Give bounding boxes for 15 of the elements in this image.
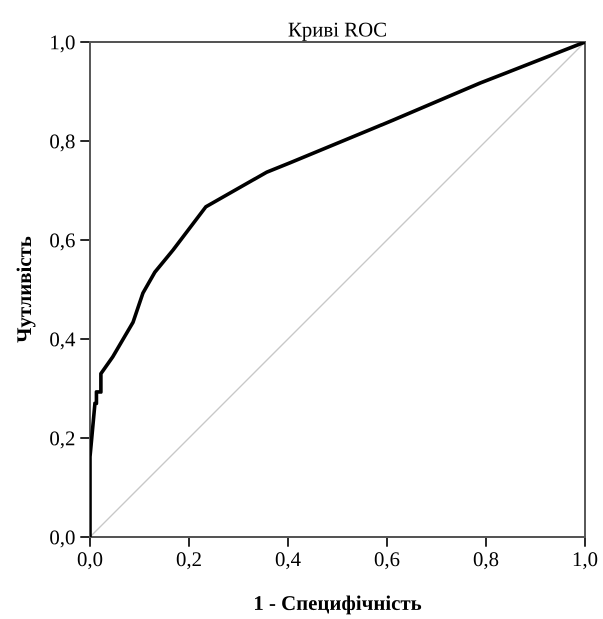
y-tick-label: 0,4 — [50, 332, 76, 350]
x-tick-label: 1,0 — [574, 552, 598, 570]
x-tick-label: 0,4 — [276, 552, 301, 570]
x-tick-label: 0,8 — [474, 552, 498, 570]
y-tick-label: 0,0 — [50, 530, 75, 548]
x-axis-title: 1 - Специфічність — [255, 595, 422, 614]
x-tick-label: 0,6 — [374, 552, 400, 570]
y-tick-label: 0,6 — [50, 233, 75, 250]
y-axis-title: Чутливість — [16, 236, 36, 343]
y-tick-label: 1,0 — [51, 35, 75, 52]
y-tick-label: 0,2 — [50, 431, 74, 448]
x-tick-label: 0,0 — [78, 552, 102, 570]
y-tick-label: 0,8 — [50, 134, 75, 152]
chart-title: Криві ROC — [288, 22, 386, 41]
x-tick-label: 0,2 — [176, 552, 201, 570]
